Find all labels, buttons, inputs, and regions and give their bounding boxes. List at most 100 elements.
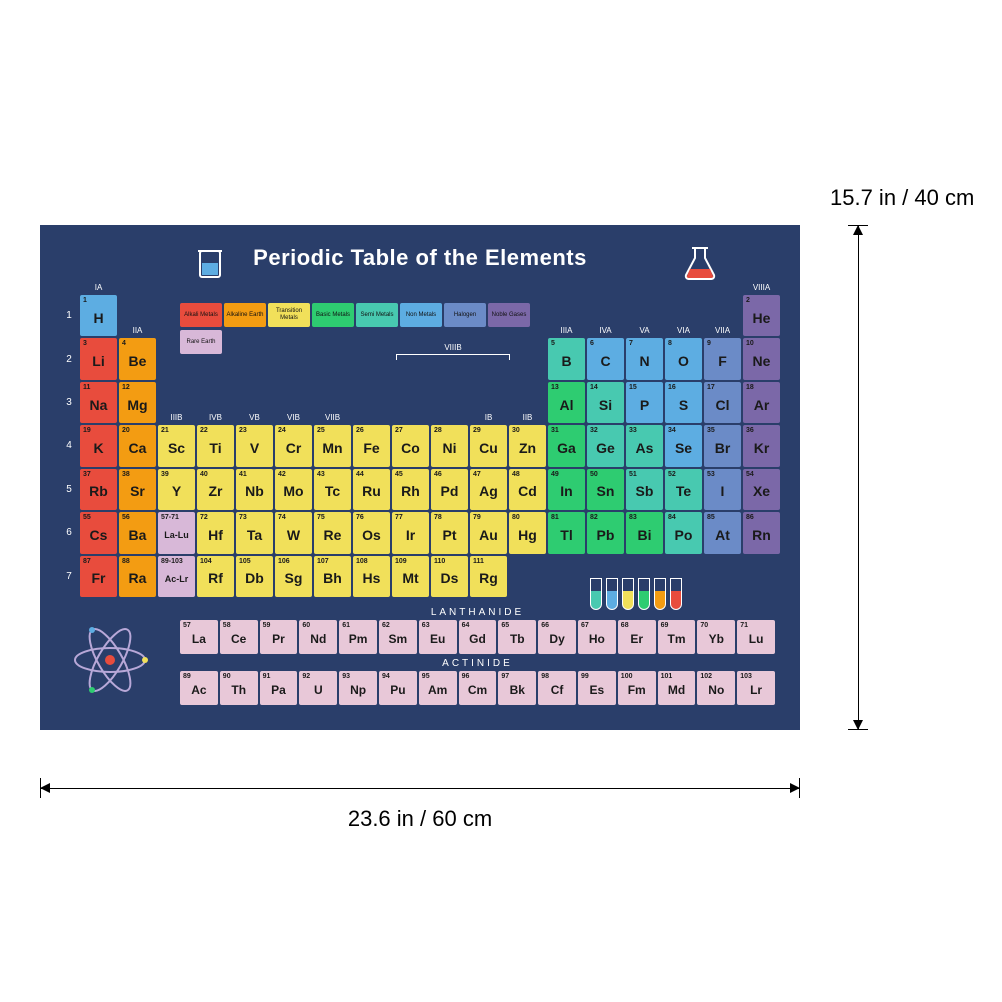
element-Es: 99Es <box>578 671 616 705</box>
element-Cu: 29Cu <box>470 425 507 466</box>
group-label: VA <box>626 295 663 336</box>
element-Rg: 111Rg <box>470 556 507 597</box>
test-tubes-icon <box>590 570 710 610</box>
period-number: 1 <box>60 295 78 336</box>
group-viiib-label: VIIIB <box>396 343 510 360</box>
period-number: 5 <box>60 469 78 510</box>
legend-basic-metals: Basic Metals <box>312 303 354 327</box>
group-label: IVB <box>197 382 234 423</box>
legend-halogen: Halogen <box>444 303 486 327</box>
element-S: 16S <box>665 382 702 423</box>
element-Tl: 81Tl <box>548 512 585 553</box>
element-Tm: 69Tm <box>658 620 696 654</box>
element-Rn: 86Rn <box>743 512 780 553</box>
element-Yb: 70Yb <box>697 620 735 654</box>
group-label: VIIB <box>314 382 351 423</box>
element-Ac-Lr: 89-103Ac-Lr <box>158 556 195 597</box>
periodic-table-poster: Periodic Table of the Elements Alkali Me… <box>40 225 800 730</box>
element-Pd: 46Pd <box>431 469 468 510</box>
element-Pt: 78Pt <box>431 512 468 553</box>
element-Y: 39Y <box>158 469 195 510</box>
group-label: IB <box>470 382 507 423</box>
element-Ge: 32Ge <box>587 425 624 466</box>
element-Ti: 22Ti <box>197 425 234 466</box>
group-label <box>587 277 624 293</box>
element-Md: 101Md <box>658 671 696 705</box>
element-C: 6C <box>587 338 624 379</box>
test-tube-icon <box>622 578 634 610</box>
element-He: 2He <box>743 295 780 336</box>
element-Pb: 82Pb <box>587 512 624 553</box>
element-Po: 84Po <box>665 512 702 553</box>
group-label: VIIIA <box>743 277 780 293</box>
element-Ir: 77Ir <box>392 512 429 553</box>
group-label: IIA <box>119 295 156 336</box>
group-label <box>431 277 468 293</box>
element-N: 7N <box>626 338 663 379</box>
group-label <box>470 277 507 293</box>
element-F: 9F <box>704 338 741 379</box>
element-Fm: 100Fm <box>618 671 656 705</box>
element-Al: 13Al <box>548 382 585 423</box>
element-Bh: 107Bh <box>314 556 351 597</box>
element-Sg: 106Sg <box>275 556 312 597</box>
element-K: 19K <box>80 425 117 466</box>
element-Zn: 30Zn <box>509 425 546 466</box>
product-dimension-diagram: Periodic Table of the Elements Alkali Me… <box>0 0 1002 1002</box>
element-Tc: 43Tc <box>314 469 351 510</box>
element-Mo: 42Mo <box>275 469 312 510</box>
element-Br: 35Br <box>704 425 741 466</box>
group-label: VIB <box>275 382 312 423</box>
element-Sc: 21Sc <box>158 425 195 466</box>
legend-semi-metals: Semi Metals <box>356 303 398 327</box>
element-La-Lu: 57-71La-Lu <box>158 512 195 553</box>
element-Cl: 17Cl <box>704 382 741 423</box>
group-label <box>119 277 156 293</box>
element-Zr: 40Zr <box>197 469 234 510</box>
element-Sb: 51Sb <box>626 469 663 510</box>
element-As: 33As <box>626 425 663 466</box>
legend-rare-earth: Rare Earth <box>180 330 222 354</box>
element-In: 49In <box>548 469 585 510</box>
f-block: LANTHANIDE 57La58Ce59Pr60Nd61Pm62Sm63Eu6… <box>180 607 775 705</box>
group-label <box>236 277 273 293</box>
group-label: IIB <box>509 382 546 423</box>
element-Gd: 64Gd <box>459 620 497 654</box>
group-label: VB <box>236 382 273 423</box>
element-Ca: 20Ca <box>119 425 156 466</box>
element-Sn: 50Sn <box>587 469 624 510</box>
element-Xe: 54Xe <box>743 469 780 510</box>
element-Dy: 66Dy <box>538 620 576 654</box>
element-O: 8O <box>665 338 702 379</box>
element-Bi: 83Bi <box>626 512 663 553</box>
element-Na: 11Na <box>80 382 117 423</box>
element-Cd: 48Cd <box>509 469 546 510</box>
period-number: 4 <box>60 425 78 466</box>
element-Hf: 72Hf <box>197 512 234 553</box>
element-I: 53I <box>704 469 741 510</box>
legend-non-metals: Non Metals <box>400 303 442 327</box>
element-Te: 52Te <box>665 469 702 510</box>
element-Ag: 47Ag <box>470 469 507 510</box>
width-label: 23.6 in / 60 cm <box>40 806 800 832</box>
element-Si: 14Si <box>587 382 624 423</box>
element-Ce: 58Ce <box>220 620 258 654</box>
group-label: VIA <box>665 295 702 336</box>
element-Co: 27Co <box>392 425 429 466</box>
element-Mg: 12Mg <box>119 382 156 423</box>
test-tube-icon <box>606 578 618 610</box>
period-number: 2 <box>60 338 78 379</box>
element-Cf: 98Cf <box>538 671 576 705</box>
element-Mt: 109Mt <box>392 556 429 597</box>
element-U: 92U <box>299 671 337 705</box>
element-Ta: 73Ta <box>236 512 273 553</box>
element-Kr: 36Kr <box>743 425 780 466</box>
group-label <box>314 277 351 293</box>
atom-icon <box>70 620 150 700</box>
element-Ac: 89Ac <box>180 671 218 705</box>
element-Ru: 44Ru <box>353 469 390 510</box>
beaker-icon <box>190 243 230 283</box>
element-Be: 4Be <box>119 338 156 379</box>
element-Hs: 108Hs <box>353 556 390 597</box>
element-Pu: 94Pu <box>379 671 417 705</box>
